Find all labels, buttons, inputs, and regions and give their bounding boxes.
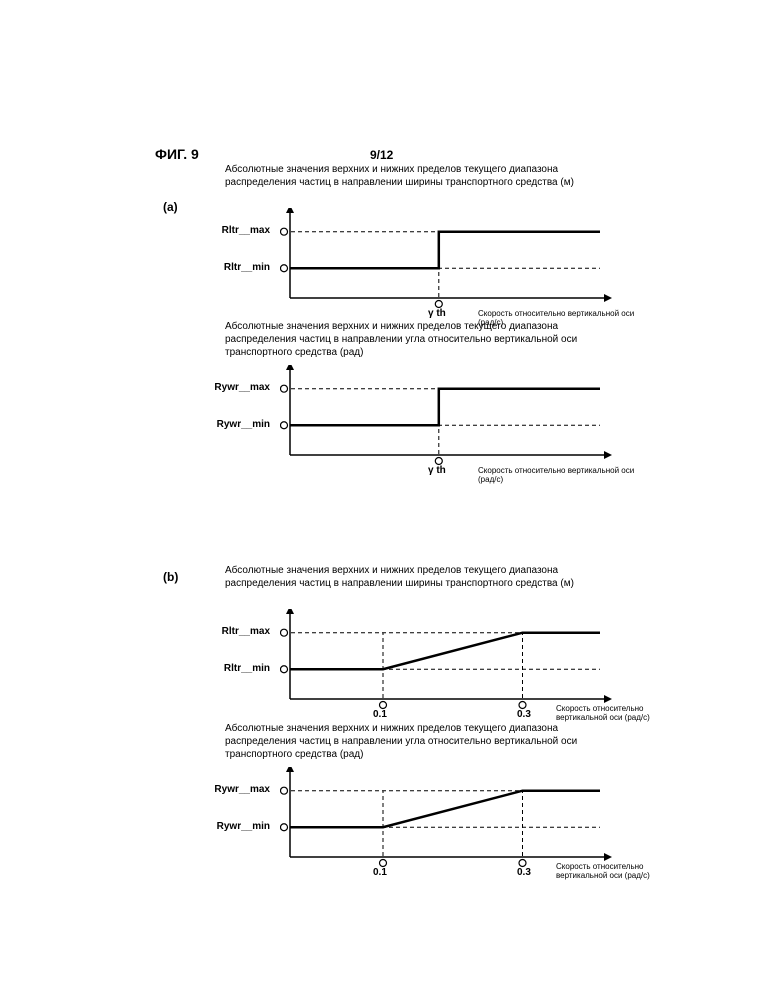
chart-a1-xth: γ th	[428, 308, 446, 319]
chart-b1-x1: 0.1	[373, 709, 387, 720]
chart-a2-ymax: Rywr__max	[195, 382, 270, 393]
chart-b1-ymax: Rltr__max	[200, 626, 270, 637]
chart-a2-xth: γ th	[428, 465, 446, 476]
chart-b1-x2: 0.3	[517, 709, 531, 720]
chart-b2-ymax: Rywr__max	[195, 784, 270, 795]
chart-b2-ymin: Rywr__min	[195, 821, 270, 832]
chart-b2-xaxis: Скорость относительно вертикальной оси (…	[556, 863, 666, 881]
chart-b2-x2: 0.3	[517, 867, 531, 878]
chart-b2	[280, 767, 620, 877]
figure-label: ФИГ. 9	[155, 146, 199, 162]
chart-a1-ymax: Rltr__max	[200, 225, 270, 236]
chart-a1	[280, 208, 620, 318]
chart-b2-x1: 0.1	[373, 867, 387, 878]
chart-a2-ymin: Rywr__min	[195, 419, 270, 430]
chart-b2-title: Абсолютные значения верхних и нижних пре…	[225, 722, 605, 761]
chart-b1-title: Абсолютные значения верхних и нижних пре…	[225, 564, 605, 590]
sub-label-b: (b)	[163, 570, 178, 584]
chart-b1	[280, 609, 620, 719]
chart-a2-title: Абсолютные значения верхних и нижних пре…	[225, 320, 605, 359]
page-number: 9/12	[370, 148, 393, 162]
chart-a2	[280, 365, 620, 475]
chart-b1-xaxis: Скорость относительно вертикальной оси (…	[556, 705, 666, 723]
chart-a1-ymin: Rltr__min	[200, 262, 270, 273]
chart-b1-ymin: Rltr__min	[200, 663, 270, 674]
sub-label-a: (a)	[163, 200, 178, 214]
chart-a2-xaxis: Скорость относительно вертикальной оси (…	[478, 467, 638, 485]
chart-a1-title: Абсолютные значения верхних и нижних пре…	[225, 163, 605, 189]
